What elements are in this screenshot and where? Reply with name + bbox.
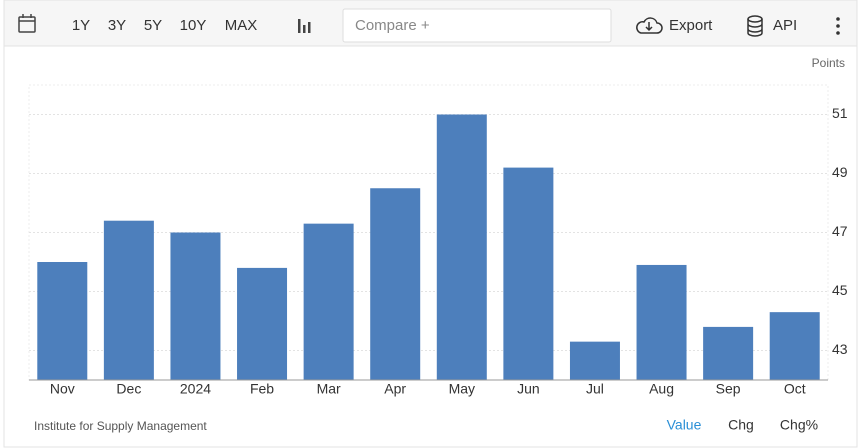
range-button[interactable]: 1Y (72, 17, 90, 34)
y-tick-label: 47 (832, 223, 848, 239)
range-button[interactable]: 10Y (180, 17, 207, 34)
tab[interactable]: Chg% (780, 417, 818, 433)
x-tick-label: Jun (517, 381, 540, 397)
bar (703, 326, 754, 380)
bar (569, 341, 620, 380)
bar (237, 267, 288, 380)
bar (769, 312, 820, 380)
x-tick-label: Sep (716, 381, 741, 397)
x-tick-label: 2024 (180, 381, 211, 397)
api-icon[interactable] (747, 15, 763, 37)
x-tick-label: Oct (784, 381, 806, 397)
bar (370, 188, 421, 380)
y-tick-label: 43 (832, 341, 848, 357)
y-tick-label: 45 (832, 282, 848, 298)
api-button[interactable]: API (773, 17, 797, 34)
x-tick-label: May (449, 381, 475, 397)
bar (37, 262, 88, 380)
y-tick-label: 49 (832, 164, 848, 180)
calendar-icon[interactable] (18, 14, 36, 33)
bar (303, 223, 354, 380)
x-tick-label: Nov (50, 381, 75, 397)
menu-icon[interactable] (836, 17, 840, 35)
tab[interactable]: Value (667, 417, 702, 433)
x-tick-label: Jul (586, 381, 604, 397)
export-icon[interactable] (636, 17, 663, 34)
y-tick-label: 51 (832, 105, 848, 121)
bar (636, 264, 687, 380)
compare-input[interactable]: Compare + (355, 17, 430, 34)
bar (436, 114, 487, 380)
compare-box[interactable] (342, 8, 612, 43)
x-tick-label: Feb (250, 381, 274, 397)
range-button[interactable]: MAX (225, 17, 258, 34)
bar (170, 232, 221, 380)
range-button[interactable]: 5Y (144, 17, 162, 34)
bar (103, 220, 154, 380)
tab[interactable]: Chg (728, 417, 754, 433)
unit-label: Points (812, 56, 845, 70)
x-tick-label: Aug (649, 381, 674, 397)
export-button[interactable]: Export (669, 17, 713, 34)
range-button[interactable]: 3Y (108, 17, 126, 34)
x-tick-label: Dec (116, 381, 141, 397)
bar (503, 167, 554, 380)
source: Institute for Supply Management (34, 419, 207, 433)
x-tick-label: Apr (384, 381, 406, 397)
chart-type-icon[interactable] (298, 19, 311, 33)
x-tick-label: Mar (317, 381, 341, 397)
